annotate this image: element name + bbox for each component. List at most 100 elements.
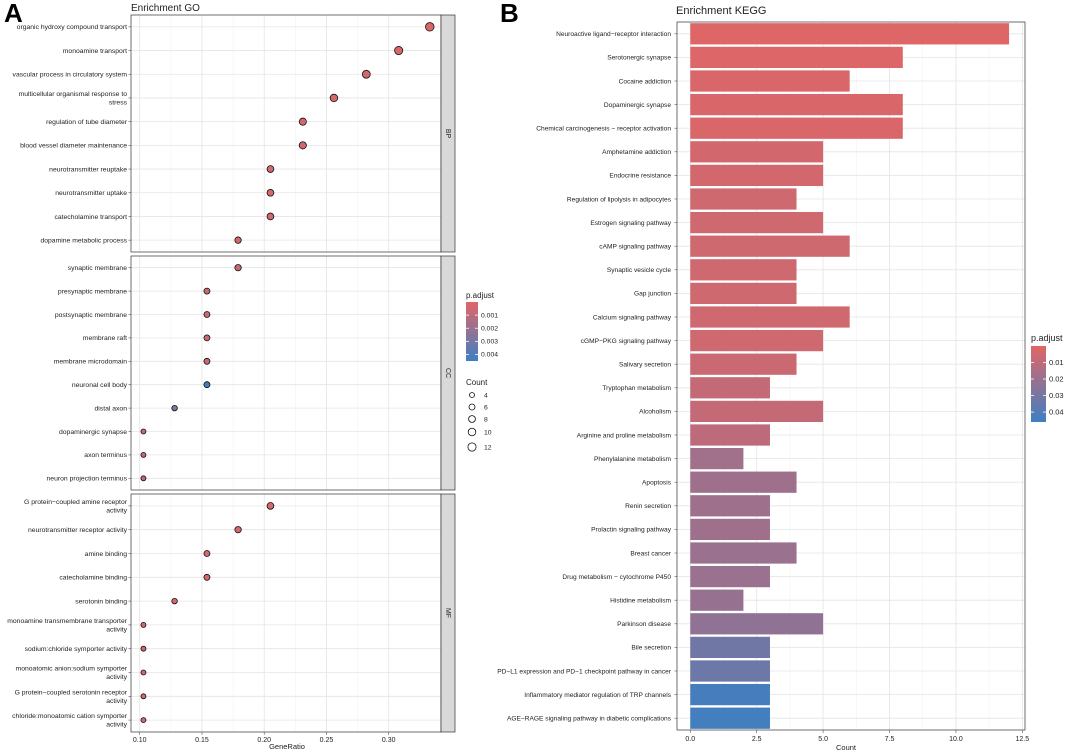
go-size-legend-circle bbox=[467, 427, 477, 437]
kegg-term-label: Serotonergic synapse bbox=[607, 55, 671, 62]
go-size-legend-circle bbox=[468, 403, 476, 411]
go-color-legend-title: p.adjust bbox=[466, 291, 495, 300]
go-dot bbox=[140, 693, 147, 700]
kegg-chart-title: Enrichment KEGG bbox=[676, 5, 766, 17]
go-dot bbox=[266, 212, 275, 221]
go-term-label: neuron projection terminus bbox=[47, 476, 128, 483]
kegg-plot: Neuroactive ligand−receptor interaction S… bbox=[497, 21, 1029, 743]
go-term-label-line: neuronal cell body bbox=[72, 382, 128, 389]
kegg-term-label: AGE−RAGE signaling pathway in diabetic c… bbox=[507, 716, 672, 723]
go-term-label-line: activity bbox=[106, 626, 127, 633]
kegg-bar bbox=[690, 93, 903, 116]
go-term-label-line: multicellular organismal response to bbox=[19, 91, 128, 98]
kegg-x-tick-label: 2.5 bbox=[752, 736, 762, 743]
go-term-label: catecholamine binding bbox=[59, 575, 127, 582]
go-term-label: catecholamine transport bbox=[54, 214, 127, 221]
go-term-label: postsynaptic membrane bbox=[55, 312, 127, 319]
kegg-bar bbox=[690, 589, 744, 611]
go-term-label: membrane microdomain bbox=[54, 359, 128, 366]
go-term-label-line: dopaminergic synapse bbox=[59, 429, 127, 436]
kegg-term-label: Arginine and proline metabolism bbox=[577, 432, 672, 439]
go-dot bbox=[140, 475, 147, 482]
go-term-label-line: catecholamine transport bbox=[54, 214, 127, 221]
go-term-label: G protein−coupled amine receptor activity bbox=[24, 499, 128, 514]
go-color-legend-label: 0.003 bbox=[481, 339, 498, 346]
go-term-label-line: membrane raft bbox=[83, 335, 127, 342]
go-term-label-line: distal axon bbox=[95, 405, 128, 412]
kegg-term-label: Salivary secretion bbox=[619, 362, 671, 369]
go-term-label: axon terminus bbox=[84, 452, 127, 459]
go-dot bbox=[203, 287, 211, 295]
go-dot bbox=[171, 597, 178, 605]
kegg-term-label: Prolactin signaling pathway bbox=[591, 527, 672, 534]
go-term-label: monoamine transmembrane transporter activ… bbox=[7, 618, 127, 633]
go-term-label-line: regulation of tube diameter bbox=[46, 119, 128, 126]
go-term-label: monoamine transport bbox=[63, 48, 127, 55]
go-dot bbox=[234, 236, 242, 244]
go-facet-panel bbox=[131, 15, 441, 252]
go-term-label-line: neurotransmitter receptor activity bbox=[28, 527, 128, 534]
go-dot bbox=[361, 69, 371, 79]
kegg-bar bbox=[690, 23, 1010, 45]
kegg-x-tick-label: 10.0 bbox=[949, 736, 963, 743]
go-size-legend-label: 12 bbox=[484, 444, 492, 451]
go-facet-cc: synaptic membrane presynaptic membrane pos… bbox=[47, 255, 456, 491]
kegg-term-label: PD−L1 expression and PD−1 checkpoint pat… bbox=[497, 668, 672, 675]
kegg-term-label: Endocrine resistance bbox=[609, 173, 671, 180]
kegg-term-label: Regulation of lipolysis in adipocytes bbox=[567, 196, 672, 203]
panel-b-letter: B bbox=[500, 0, 519, 28]
go-term-label-line: neuron projection terminus bbox=[47, 476, 128, 483]
go-color-legend-label: 0.001 bbox=[481, 312, 498, 319]
kegg-bar bbox=[690, 471, 797, 493]
kegg-term-label: Synaptic vesicle cycle bbox=[607, 267, 671, 274]
go-facet-bp: organic hydroxy compound transport monoam… bbox=[13, 14, 456, 253]
kegg-term-label: Alcoholism bbox=[639, 409, 671, 416]
kegg-term-label: Gap junction bbox=[634, 291, 671, 298]
go-term-label: monoatomic anion:sodium symporter activit… bbox=[16, 666, 128, 681]
kegg-term-label: Chemical carcinogenesis − receptor activ… bbox=[536, 126, 671, 133]
go-dot bbox=[203, 334, 211, 342]
kegg-bar bbox=[690, 683, 770, 706]
go-facet-mf: G protein−coupled amine receptor activity… bbox=[7, 493, 456, 733]
go-term-label: chloride:monoatomic cation symporter acti… bbox=[12, 713, 128, 728]
go-term-label: neurotransmitter uptake bbox=[55, 190, 127, 197]
kegg-term-label: cGMP−PKG signaling pathway bbox=[581, 338, 672, 345]
go-term-label-line: monoatomic anion:sodium symporter bbox=[16, 666, 128, 673]
kegg-term-label: Estrogen signaling pathway bbox=[590, 220, 671, 227]
go-term-label: vascular process in circulatory system bbox=[13, 72, 128, 79]
go-dot bbox=[266, 165, 275, 173]
go-x-tick-label: 0.10 bbox=[133, 737, 147, 744]
kegg-bar bbox=[690, 188, 797, 210]
kegg-term-label: Cocaine addiction bbox=[619, 78, 672, 85]
go-x-tick-label: 0.15 bbox=[195, 737, 209, 744]
go-term-label: dopaminergic synapse bbox=[59, 429, 127, 436]
go-term-label-line: serotonin binding bbox=[75, 598, 127, 605]
kegg-x-tick-label: 0.0 bbox=[685, 736, 695, 743]
go-size-legend-label: 8 bbox=[484, 416, 488, 423]
kegg-color-legend-label: 0.03 bbox=[1049, 391, 1064, 400]
kegg-bar bbox=[690, 117, 903, 139]
kegg-color-legend-ticks: 0.01 0.02 0.03 0.04 bbox=[1031, 358, 1064, 417]
go-term-label-line: organic hydroxy compound transport bbox=[17, 24, 127, 31]
go-term-label-line: chloride:monoatomic cation symporter bbox=[12, 713, 128, 720]
go-term-label: G protein−coupled serotonin receptor acti… bbox=[15, 689, 128, 704]
go-term-label-line: monoamine transport bbox=[63, 48, 127, 55]
go-term-label-line: activity bbox=[106, 674, 127, 681]
go-term-label-line: synaptic membrane bbox=[68, 265, 128, 272]
go-term-label-line: catecholamine binding bbox=[59, 575, 127, 582]
go-dot bbox=[425, 22, 435, 32]
kegg-term-label: Apoptosis bbox=[642, 480, 672, 487]
kegg-bar bbox=[690, 141, 824, 163]
kegg-bar bbox=[690, 707, 770, 729]
kegg-bar bbox=[690, 424, 770, 446]
kegg-color-legend-label: 0.02 bbox=[1049, 375, 1064, 384]
go-term-label-line: blood vessel diameter maintenance bbox=[20, 143, 127, 150]
go-term-label-line: dopamine metabolic process bbox=[40, 237, 127, 244]
kegg-bar bbox=[690, 542, 797, 564]
go-x-axis: 0.10 0.15 0.20 0.25 0.30 bbox=[133, 732, 396, 744]
go-dot bbox=[203, 381, 211, 389]
go-facet-strip bbox=[440, 493, 456, 733]
go-term-label: sodium:chloride symporter activity bbox=[25, 646, 128, 653]
go-term-label-line: vascular process in circulatory system bbox=[13, 72, 128, 79]
